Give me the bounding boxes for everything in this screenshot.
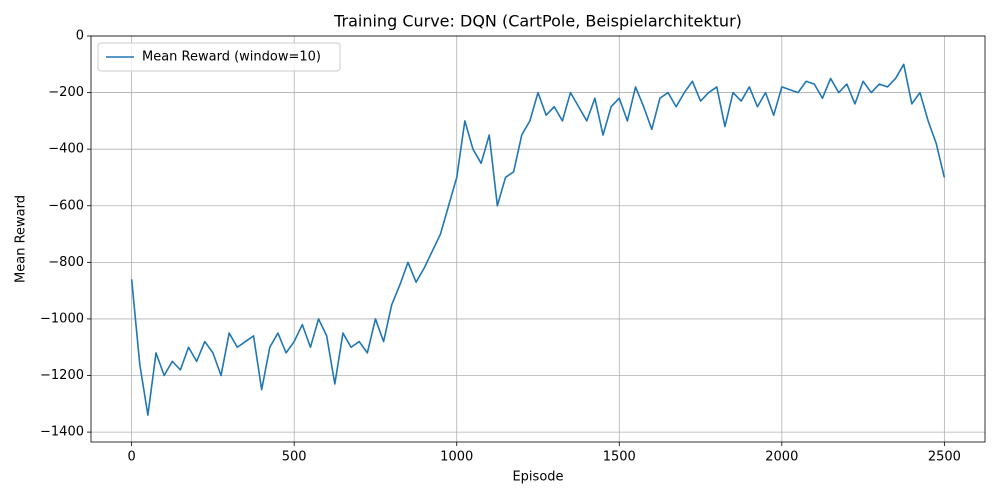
x-tick-label: 0 xyxy=(127,450,135,465)
y-tick-label: −1000 xyxy=(40,311,84,326)
legend-box xyxy=(97,42,341,72)
legend-label: Mean Reward (window=10) xyxy=(142,50,321,65)
y-tick-label: 0 xyxy=(76,29,84,44)
y-tick-label: −1200 xyxy=(40,368,84,383)
x-tick-label: 500 xyxy=(282,450,307,465)
legend: Mean Reward (window=10) xyxy=(97,42,341,72)
y-tick-label: −200 xyxy=(48,85,84,100)
x-tick-label: 1000 xyxy=(440,450,473,465)
x-tick-label: 2000 xyxy=(765,450,798,465)
plot-frame xyxy=(90,35,986,443)
chart-title: Training Curve: DQN (CartPole, Beispiela… xyxy=(333,12,742,31)
x-tick-label: 1500 xyxy=(603,450,636,465)
y-tick-label: −400 xyxy=(48,142,84,157)
y-tick-label: −1400 xyxy=(40,425,84,440)
x-axis-label: Episode xyxy=(512,470,563,485)
y-tick-label: −800 xyxy=(48,255,84,270)
series-line xyxy=(130,63,946,416)
y-tick-label: −600 xyxy=(48,198,84,213)
x-tick-label: 2500 xyxy=(928,450,961,465)
y-axis-label: Mean Reward xyxy=(14,195,29,283)
